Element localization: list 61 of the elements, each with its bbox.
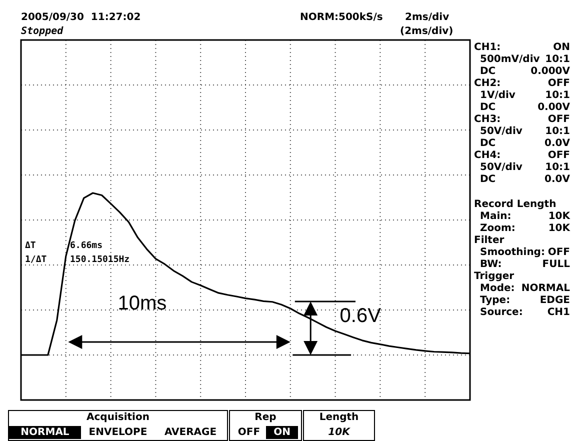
text: DC bbox=[480, 66, 496, 78]
text: OFF bbox=[548, 150, 570, 162]
text: Acquisition bbox=[86, 411, 150, 424]
text: (2ms/div) bbox=[400, 26, 454, 38]
text: Record Length bbox=[474, 199, 556, 211]
text: DC bbox=[480, 174, 496, 186]
annotation: 1/ΔT bbox=[25, 254, 47, 266]
text: 10K bbox=[548, 211, 570, 223]
text: 10:1 bbox=[545, 126, 570, 138]
text: Type: bbox=[480, 295, 510, 307]
text: DC bbox=[480, 102, 496, 114]
chart-subtitle: Stopped bbox=[21, 26, 64, 38]
chart-title: 2005/09/30 11:27:02 bbox=[21, 12, 141, 24]
text: Trigger bbox=[474, 271, 514, 283]
text: Zoom: bbox=[480, 223, 516, 235]
text: Main: bbox=[480, 211, 512, 223]
annotation: 6.66ms bbox=[70, 240, 103, 252]
text: AVERAGE bbox=[163, 426, 218, 439]
text: 0.000V bbox=[530, 66, 570, 78]
text: 50V/div bbox=[480, 126, 522, 138]
text: 0.00V bbox=[538, 102, 570, 114]
text: ENVELOPE bbox=[88, 426, 148, 439]
text: CH1 bbox=[547, 307, 570, 319]
text: BW: bbox=[480, 259, 502, 271]
text: Filter bbox=[474, 235, 504, 247]
text: 10K bbox=[327, 426, 352, 439]
source-note: Source: bbox=[480, 307, 523, 319]
text: CH1: bbox=[474, 42, 501, 54]
text: OFF bbox=[548, 114, 570, 126]
text: 500mV/div bbox=[480, 54, 540, 66]
annotation: 0.6V bbox=[340, 304, 382, 327]
text: CH4: bbox=[474, 150, 501, 162]
annotation: 10ms bbox=[118, 292, 167, 315]
text: NORMAL bbox=[521, 283, 570, 295]
text: OFF bbox=[236, 426, 262, 439]
text: 10K bbox=[548, 223, 570, 235]
text: 10:1 bbox=[545, 162, 570, 174]
text: CH2: bbox=[474, 78, 501, 90]
annotation: ΔT bbox=[25, 240, 36, 252]
annotation: 150.15015Hz bbox=[70, 254, 130, 266]
text: Smoothing: bbox=[480, 247, 545, 259]
text: DC bbox=[480, 138, 496, 150]
text: 2ms/div bbox=[405, 12, 450, 24]
text: Length bbox=[318, 411, 360, 424]
text: NORM:500kS/s bbox=[300, 12, 383, 24]
text: ON bbox=[266, 426, 298, 439]
text: NORMAL bbox=[9, 426, 81, 439]
text: 0.0V bbox=[544, 174, 570, 186]
text: FULL bbox=[542, 259, 570, 271]
text: Rep bbox=[254, 411, 278, 424]
text: Mode: bbox=[480, 283, 515, 295]
text: CH3: bbox=[474, 114, 501, 126]
text: 1V/div bbox=[480, 90, 516, 102]
text: 10:1 bbox=[545, 90, 570, 102]
text: 0.0V bbox=[544, 138, 570, 150]
text: OFF bbox=[548, 247, 570, 259]
text: 10:1 bbox=[545, 54, 570, 66]
text: 50V/div bbox=[480, 162, 522, 174]
text: EDGE bbox=[540, 295, 570, 307]
text: ON bbox=[553, 42, 570, 54]
text: OFF bbox=[548, 78, 570, 90]
